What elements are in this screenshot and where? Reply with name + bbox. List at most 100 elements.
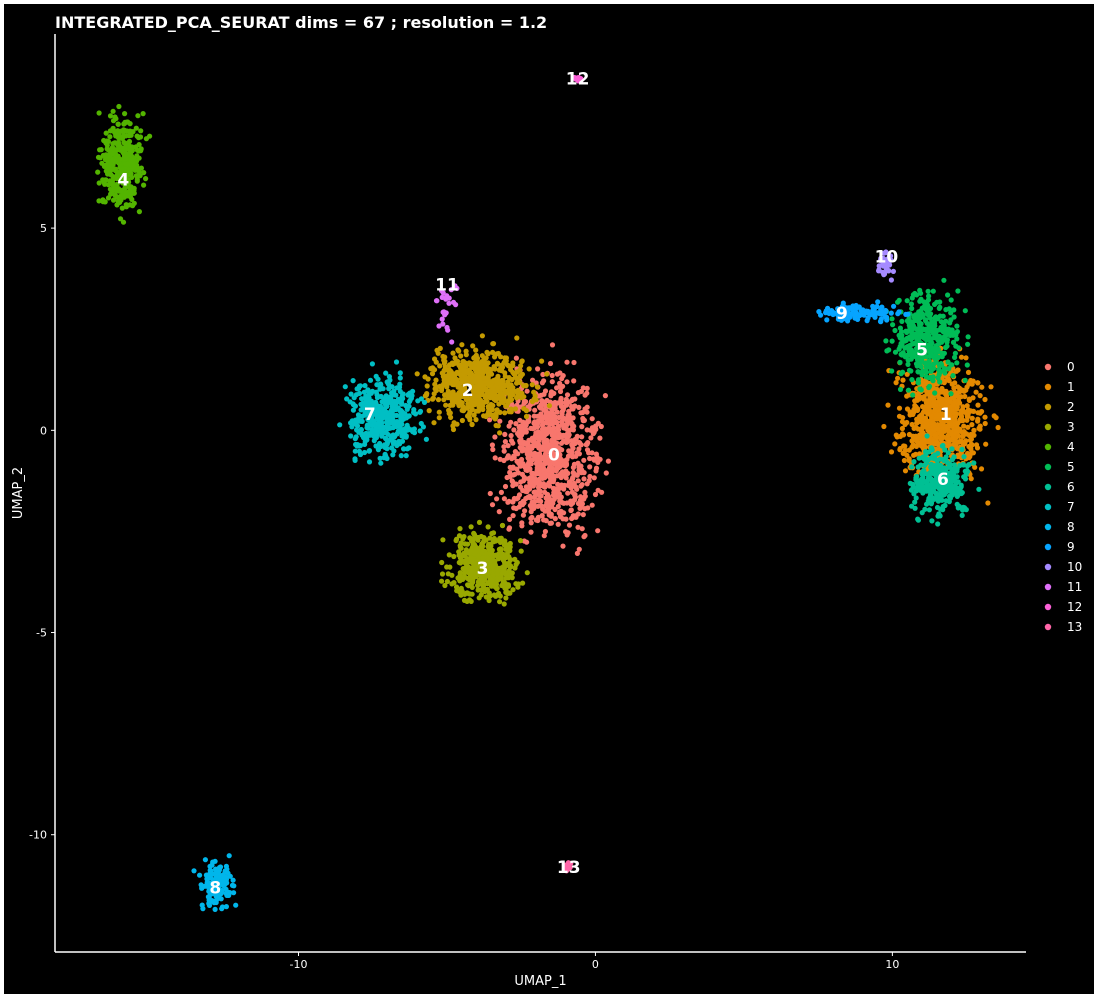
cell-point xyxy=(896,413,903,419)
cell-point xyxy=(494,360,500,366)
cell-point xyxy=(923,417,929,424)
cell-point xyxy=(547,442,553,448)
cell-point xyxy=(558,397,564,403)
cell-point xyxy=(383,393,389,399)
cluster-4-points xyxy=(95,103,153,225)
cell-point xyxy=(515,584,521,590)
cell-point xyxy=(110,141,116,147)
cell-point xyxy=(105,154,111,160)
cell-point xyxy=(555,503,561,510)
cell-point xyxy=(342,384,348,390)
cell-point xyxy=(932,472,939,478)
cell-point xyxy=(468,524,474,530)
cell-point xyxy=(539,358,545,364)
cell-point xyxy=(213,885,220,891)
cell-point xyxy=(128,149,134,155)
cell-point xyxy=(513,355,519,361)
cell-point xyxy=(545,506,551,512)
cell-point xyxy=(510,465,516,471)
cell-point xyxy=(927,483,933,489)
legend-label: 5 xyxy=(1067,460,1075,474)
cell-point xyxy=(910,392,916,398)
cell-point xyxy=(433,377,439,383)
cell-point xyxy=(936,305,942,311)
cell-point xyxy=(455,347,461,353)
cell-point xyxy=(561,500,567,506)
cell-point xyxy=(382,401,388,407)
cell-point xyxy=(584,385,590,391)
x-axis-label: UMAP_1 xyxy=(514,974,566,989)
cell-point xyxy=(557,388,564,395)
cell-point xyxy=(915,380,922,386)
cell-point xyxy=(457,526,463,532)
cell-point xyxy=(501,542,508,548)
cell-point xyxy=(913,451,919,457)
cell-point xyxy=(131,164,137,170)
cell-point xyxy=(562,862,568,868)
cell-point xyxy=(947,332,953,338)
cell-point xyxy=(965,407,972,413)
cell-point xyxy=(404,425,410,431)
cell-point xyxy=(592,491,599,498)
cell-point xyxy=(602,393,609,399)
cell-point xyxy=(396,384,403,390)
cell-point xyxy=(975,402,981,408)
cell-point xyxy=(914,416,920,422)
cell-point xyxy=(951,486,958,492)
cell-point xyxy=(880,269,886,275)
cell-point xyxy=(510,513,516,519)
cell-point xyxy=(548,458,554,465)
cell-point xyxy=(566,427,572,433)
cell-point xyxy=(922,351,928,357)
cell-point xyxy=(569,397,575,404)
cell-point xyxy=(107,168,113,174)
cell-point xyxy=(951,454,957,460)
cell-point xyxy=(925,364,932,370)
cell-point xyxy=(932,390,938,396)
cell-point xyxy=(504,455,510,461)
legend-label: 6 xyxy=(1067,480,1075,494)
cell-point xyxy=(484,376,490,382)
cell-point xyxy=(579,467,585,473)
cell-point xyxy=(931,319,938,325)
cell-point xyxy=(99,160,105,166)
cell-point xyxy=(519,358,525,364)
cell-point xyxy=(593,451,600,457)
cell-point xyxy=(502,373,508,379)
cell-point xyxy=(484,555,490,561)
cell-point xyxy=(963,355,969,361)
cell-point xyxy=(951,462,958,468)
chart-title: INTEGRATED_PCA_SEURAT dims = 67 ; resolu… xyxy=(55,13,547,32)
cell-point xyxy=(913,495,919,501)
cell-point xyxy=(584,427,590,433)
cell-point xyxy=(499,522,506,529)
cell-point xyxy=(560,543,566,549)
cell-point xyxy=(954,360,960,366)
cell-point xyxy=(479,387,485,393)
cell-point xyxy=(468,573,474,579)
cell-point xyxy=(958,490,965,497)
cell-point xyxy=(905,343,911,350)
cell-point xyxy=(589,416,595,422)
cell-point xyxy=(554,371,561,377)
cell-point xyxy=(350,402,357,408)
cell-point xyxy=(422,393,428,399)
cell-point xyxy=(893,380,899,386)
cell-point xyxy=(554,473,560,479)
cell-point xyxy=(927,305,934,312)
cell-point xyxy=(537,434,543,440)
cell-point xyxy=(113,147,119,153)
cell-point xyxy=(570,427,577,433)
cell-point xyxy=(412,411,419,417)
cell-point xyxy=(507,557,513,563)
legend-swatch xyxy=(1044,563,1052,571)
cell-point xyxy=(959,407,966,413)
cell-point xyxy=(434,347,440,353)
cell-point xyxy=(439,370,445,376)
cell-point xyxy=(485,411,491,418)
cell-point xyxy=(924,398,930,404)
cell-point xyxy=(948,391,954,397)
y-axis-label: UMAP_2 xyxy=(11,467,26,519)
cell-point xyxy=(457,380,464,386)
cell-point xyxy=(460,404,466,410)
